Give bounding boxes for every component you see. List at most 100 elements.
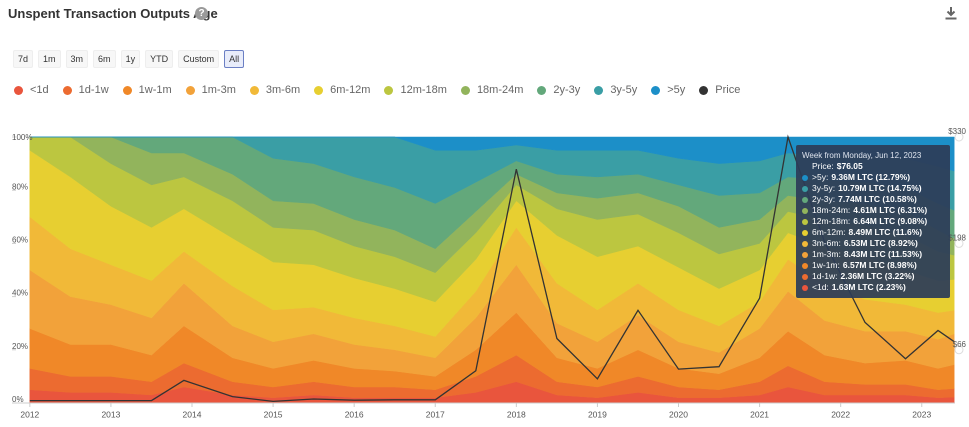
x-tick-label: 2014 — [183, 409, 202, 419]
range-buttons: 7d 1m 3m 6m 1y YTD Custom All — [13, 50, 245, 68]
tooltip-row: 1d-1w: 2.36M LTC (3.22%) — [802, 271, 944, 282]
legend-swatch — [699, 85, 709, 95]
tooltip-row: 1w-1m: 6.57M LTC (8.98%) — [802, 260, 944, 271]
tooltip-price: Price: $76.05 — [802, 161, 944, 172]
range-button[interactable]: 6m — [93, 50, 116, 68]
x-tick-label: 2022 — [831, 409, 850, 419]
tooltip-swatch — [802, 207, 808, 214]
legend-label: 3m-6m — [265, 84, 301, 96]
legend-label: <1d — [30, 84, 49, 96]
tooltip-label: 3y-5y: — [812, 183, 836, 193]
tooltip-row: >5y: 9.36M LTC (12.79%) — [802, 172, 944, 183]
legend-label: 3y-5y — [610, 84, 638, 96]
legend-item[interactable]: 6m-12m — [314, 84, 370, 96]
legend-label: 18m-24m — [476, 84, 524, 96]
tooltip-swatch — [802, 196, 808, 203]
x-tick-label: 2013 — [101, 409, 120, 419]
legend-swatch — [122, 85, 132, 95]
y2-tick-label: $66 — [953, 340, 967, 349]
tooltip-label: 2y-3y: — [812, 194, 836, 204]
help-icon[interactable]: ? — [195, 7, 208, 20]
legend-item[interactable]: <1d — [14, 84, 49, 96]
tooltip-row: 2y-3y: 7.74M LTC (10.58%) — [802, 194, 944, 205]
y-tick-label: 100% — [12, 133, 32, 142]
legend-label: Price — [715, 84, 741, 96]
x-tick-label: 2015 — [264, 409, 283, 419]
legend-item[interactable]: 12m-18m — [384, 84, 447, 96]
range-button[interactable]: 1m — [38, 50, 61, 68]
range-button[interactable]: 7d — [13, 50, 34, 68]
tooltip-label: 1d-1w: — [812, 271, 838, 281]
legend-item[interactable]: 1d-1w — [62, 84, 109, 96]
tooltip-row: 12m-18m: 6.64M LTC (9.08%) — [802, 216, 944, 227]
tooltip-row: 3m-6m: 6.53M LTC (8.92%) — [802, 238, 944, 249]
area — [29, 136, 955, 172]
legend-label: 1m-3m — [201, 84, 236, 96]
tooltip-value: 2.36M LTC (3.22%) — [840, 271, 915, 281]
tooltip-label: 3m-6m: — [812, 238, 841, 248]
x-tick-label: 2012 — [20, 409, 39, 419]
legend-swatch — [594, 85, 604, 95]
y-tick-label: 40% — [12, 289, 28, 298]
tooltip-value: 8.49M LTC (11.6%) — [848, 227, 923, 237]
legend-item[interactable]: 2y-3y — [537, 84, 580, 96]
y2-tick — [954, 132, 964, 142]
tooltip-value: 6.57M LTC (8.98%) — [842, 260, 917, 270]
tooltip: Week from Monday, Jun 12, 2023 Price: $76… — [796, 145, 950, 298]
legend-swatch — [14, 85, 23, 95]
tooltip-label: >5y: — [812, 172, 829, 182]
legend-item[interactable]: 3y-5y — [594, 84, 637, 96]
legend-swatch — [460, 85, 470, 95]
legend-item[interactable]: Price — [699, 84, 740, 96]
legend-item[interactable]: 1m-3m — [185, 84, 236, 96]
y2-tick — [954, 345, 964, 355]
legend-swatch — [537, 85, 547, 95]
x-tick-label: 2021 — [750, 409, 769, 419]
download-icon[interactable] — [944, 6, 958, 20]
tooltip-row: 6m-12m: 8.49M LTC (11.6%) — [802, 227, 944, 238]
range-button[interactable]: 3m — [65, 50, 89, 68]
legend-item[interactable]: 1w-1m — [122, 84, 172, 96]
legend-item[interactable]: >5y — [651, 84, 685, 96]
legend-item[interactable]: 3m-6m — [249, 84, 301, 96]
y-tick-label: 0% — [12, 395, 24, 404]
legend-label: 1w-1m — [138, 84, 172, 96]
price-value: $76.05 — [836, 161, 863, 171]
legend-swatch — [651, 85, 661, 95]
tooltip-label: <1d: — [812, 282, 829, 292]
tooltip-value: 10.79M LTC (14.75%) — [838, 183, 922, 193]
tooltip-row: 1m-3m: 8.43M LTC (11.53%) — [802, 249, 944, 260]
legend-label: >5y — [667, 84, 686, 96]
range-button[interactable]: Custom — [178, 50, 220, 68]
y2-tick-label: $198 — [948, 234, 966, 243]
tooltip-label: 18m-24m: — [812, 205, 851, 215]
range-button[interactable]: YTD — [145, 50, 174, 68]
tooltip-value: 1.63M LTC (2.23%) — [831, 282, 906, 292]
tooltip-swatch — [802, 284, 808, 291]
y-tick-label: 20% — [12, 342, 28, 351]
range-button[interactable]: 1y — [120, 50, 141, 68]
x-tick-label: 2019 — [588, 409, 607, 419]
legend-swatch — [62, 85, 72, 95]
x-tick-label: 2018 — [507, 409, 526, 419]
range-button[interactable]: All — [224, 50, 245, 68]
price-label: Price: — [812, 161, 834, 171]
tooltip-swatch — [802, 251, 808, 258]
tooltip-value: 8.43M LTC (11.53%) — [843, 249, 923, 259]
tooltip-row: 3y-5y: 10.79M LTC (14.75%) — [802, 183, 944, 194]
tooltip-swatch — [802, 273, 808, 280]
legend-item[interactable]: 18m-24m — [460, 84, 524, 96]
tooltip-swatch — [802, 229, 808, 236]
tooltip-value: 6.64M LTC (9.08%) — [853, 216, 928, 226]
chart-title: Unspent Transaction Outputs Age — [8, 6, 218, 21]
legend-swatch — [384, 85, 394, 95]
y2-tick-label: $330 — [948, 127, 966, 136]
y-tick-label: 60% — [12, 236, 28, 245]
y2-tick — [954, 238, 964, 248]
tooltip-swatch — [802, 185, 808, 192]
legend-label: 6m-12m — [330, 84, 371, 96]
legend-label: 12m-18m — [400, 84, 447, 96]
tooltip-value: 4.61M LTC (6.31%) — [853, 205, 928, 215]
legend-swatch — [249, 85, 259, 95]
